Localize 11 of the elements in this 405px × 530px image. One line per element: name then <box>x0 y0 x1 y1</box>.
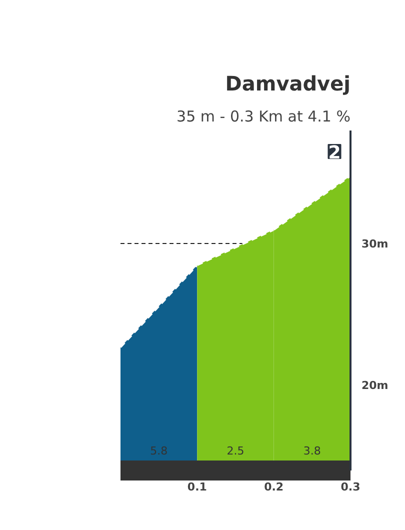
annotation: 3.8 <box>303 444 321 458</box>
annotation: 5.8 <box>150 444 168 458</box>
annotation: 2 <box>328 142 341 164</box>
y-tick-label: 30m <box>362 237 388 250</box>
chart-title: Damvadvej <box>225 72 351 96</box>
x-tick-label: 0.2 <box>264 480 284 494</box>
y-tick-label: 20m <box>362 379 388 392</box>
x-tick-label: 0.3 <box>340 480 360 494</box>
chart-subtitle: 35 m - 0.3 Km at 4.1 % <box>176 108 351 126</box>
x-tick-label: 0.1 <box>187 480 207 494</box>
annotation: 2.5 <box>226 444 244 458</box>
